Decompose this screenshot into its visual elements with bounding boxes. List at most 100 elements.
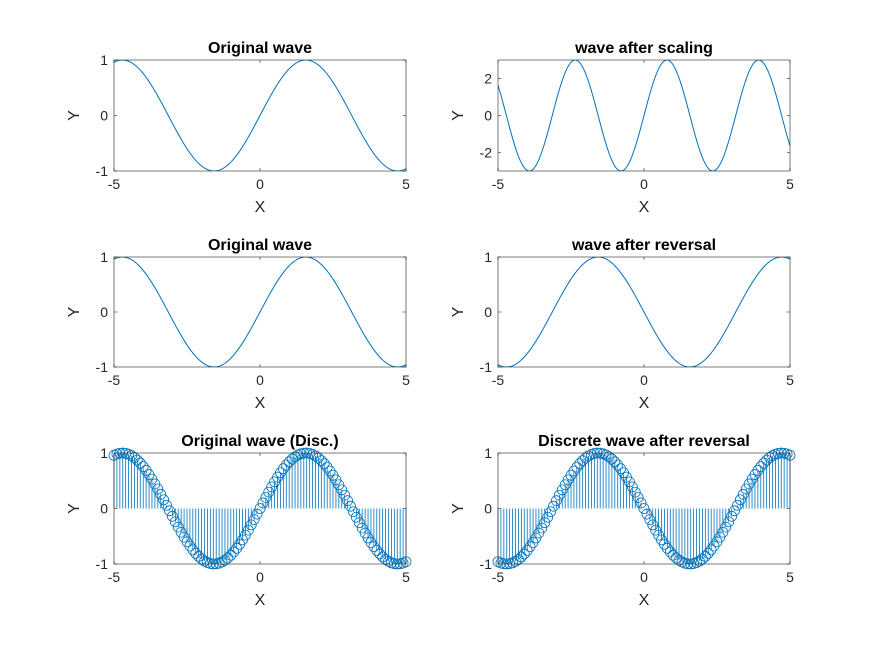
stem-marker — [204, 558, 216, 569]
stem-marker — [187, 544, 199, 556]
stem-marker — [647, 519, 659, 531]
x-tick-label: -5 — [492, 176, 505, 192]
stem-marker — [574, 458, 586, 470]
stem-marker — [659, 538, 670, 550]
y-tick-label: 0 — [100, 108, 108, 124]
stem-marker — [510, 555, 521, 567]
stem-marker — [629, 486, 641, 498]
x-axis-label: X — [255, 199, 266, 216]
stem-marker — [222, 552, 234, 564]
stem-marker — [169, 516, 181, 528]
stem-marker — [702, 547, 714, 559]
subplot-5: -5 0 5 -1 0 1 Original wave (Disc.) X Y — [66, 433, 412, 609]
stem-marker — [374, 548, 386, 560]
x-axis-label: X — [639, 395, 650, 412]
plot-area — [114, 60, 406, 171]
x-axis-label: X — [639, 592, 650, 609]
stem-marker — [734, 494, 746, 506]
x-axis-label: X — [255, 592, 266, 609]
series-line — [114, 60, 406, 171]
stem-marker — [149, 478, 161, 490]
stem-marker — [661, 542, 673, 554]
y-tick-label: -1 — [96, 359, 109, 375]
stem-marker — [723, 516, 735, 528]
stem-marker — [263, 486, 275, 498]
stem-marker — [536, 522, 548, 534]
stem-marker — [600, 449, 612, 461]
series-line — [498, 257, 790, 367]
y-tick-label: 0 — [484, 501, 492, 517]
y-tick-label: 1 — [100, 249, 108, 265]
stem-marker — [158, 494, 170, 506]
stem-marker — [286, 453, 298, 465]
stem-marker — [257, 497, 269, 509]
stem-marker — [254, 503, 266, 514]
stem-marker — [772, 447, 784, 459]
stem-marker — [152, 483, 164, 495]
x-tick-label: 0 — [256, 372, 264, 388]
stem-marker — [737, 488, 749, 500]
stem-marker — [513, 553, 524, 565]
stem-marker — [377, 551, 389, 563]
stem-marker — [368, 541, 380, 553]
series-line — [498, 60, 790, 171]
y-axis-label: Y — [66, 503, 83, 514]
stem-marker — [758, 457, 770, 469]
y-axis-label: Y — [450, 306, 467, 317]
stem-marker — [277, 463, 289, 475]
stem-marker — [137, 461, 149, 472]
subplot-title: wave after reversal — [571, 237, 716, 254]
y-tick-label: 0 — [100, 304, 108, 320]
stem-marker — [650, 524, 662, 536]
stem-marker — [764, 452, 775, 464]
stem-marker — [307, 449, 318, 460]
subplot-title: Original wave — [208, 237, 312, 254]
stem-marker — [345, 500, 356, 512]
stem-marker — [588, 448, 600, 459]
stem-marker — [515, 551, 527, 563]
y-tick-label: 1 — [484, 249, 492, 265]
subplot-2: -5 0 5 -2 0 2 wave after scaling X Y — [450, 40, 794, 216]
stem-marker — [190, 547, 202, 559]
x-tick-label: 5 — [402, 569, 410, 585]
stem-marker — [380, 553, 391, 565]
stem-marker — [280, 459, 292, 471]
x-tick-label: 5 — [402, 176, 410, 192]
stem-marker — [691, 557, 702, 568]
stem-marker — [615, 463, 627, 475]
x-tick-label: 5 — [786, 176, 794, 192]
x-tick-label: -5 — [108, 372, 121, 388]
y-axis-label: Y — [450, 503, 467, 514]
x-tick-label: 0 — [256, 176, 264, 192]
stem-marker — [755, 461, 767, 472]
x-tick-label: -5 — [492, 569, 505, 585]
stem-marker — [612, 459, 624, 471]
plot-area — [498, 257, 790, 367]
y-tick-label: 0 — [484, 304, 492, 320]
stem-marker — [729, 505, 740, 517]
stem-marker — [624, 476, 635, 488]
stem-marker — [699, 551, 711, 562]
stem-marker — [670, 552, 682, 564]
stem-marker — [161, 499, 172, 511]
x-tick-label: 5 — [402, 372, 410, 388]
y-tick-label: 0 — [100, 501, 108, 517]
y-tick-label: 1 — [100, 52, 108, 68]
stem-marker — [664, 546, 676, 558]
stem-marker — [321, 461, 333, 473]
plot-area — [498, 60, 790, 171]
stem-marker — [521, 545, 533, 556]
stem-marker — [129, 452, 140, 464]
stem-marker — [571, 461, 583, 473]
subplot-3: -5 0 5 -1 0 1 Original wave X Y — [66, 237, 410, 412]
x-tick-label: 0 — [256, 569, 264, 585]
stem-series — [108, 447, 412, 570]
x-tick-label: 5 — [786, 569, 794, 585]
stem-marker — [609, 456, 621, 468]
stem-marker — [356, 522, 368, 534]
plot-area — [114, 257, 406, 367]
y-tick-label: 1 — [484, 445, 492, 461]
x-axis-label: X — [639, 199, 650, 216]
